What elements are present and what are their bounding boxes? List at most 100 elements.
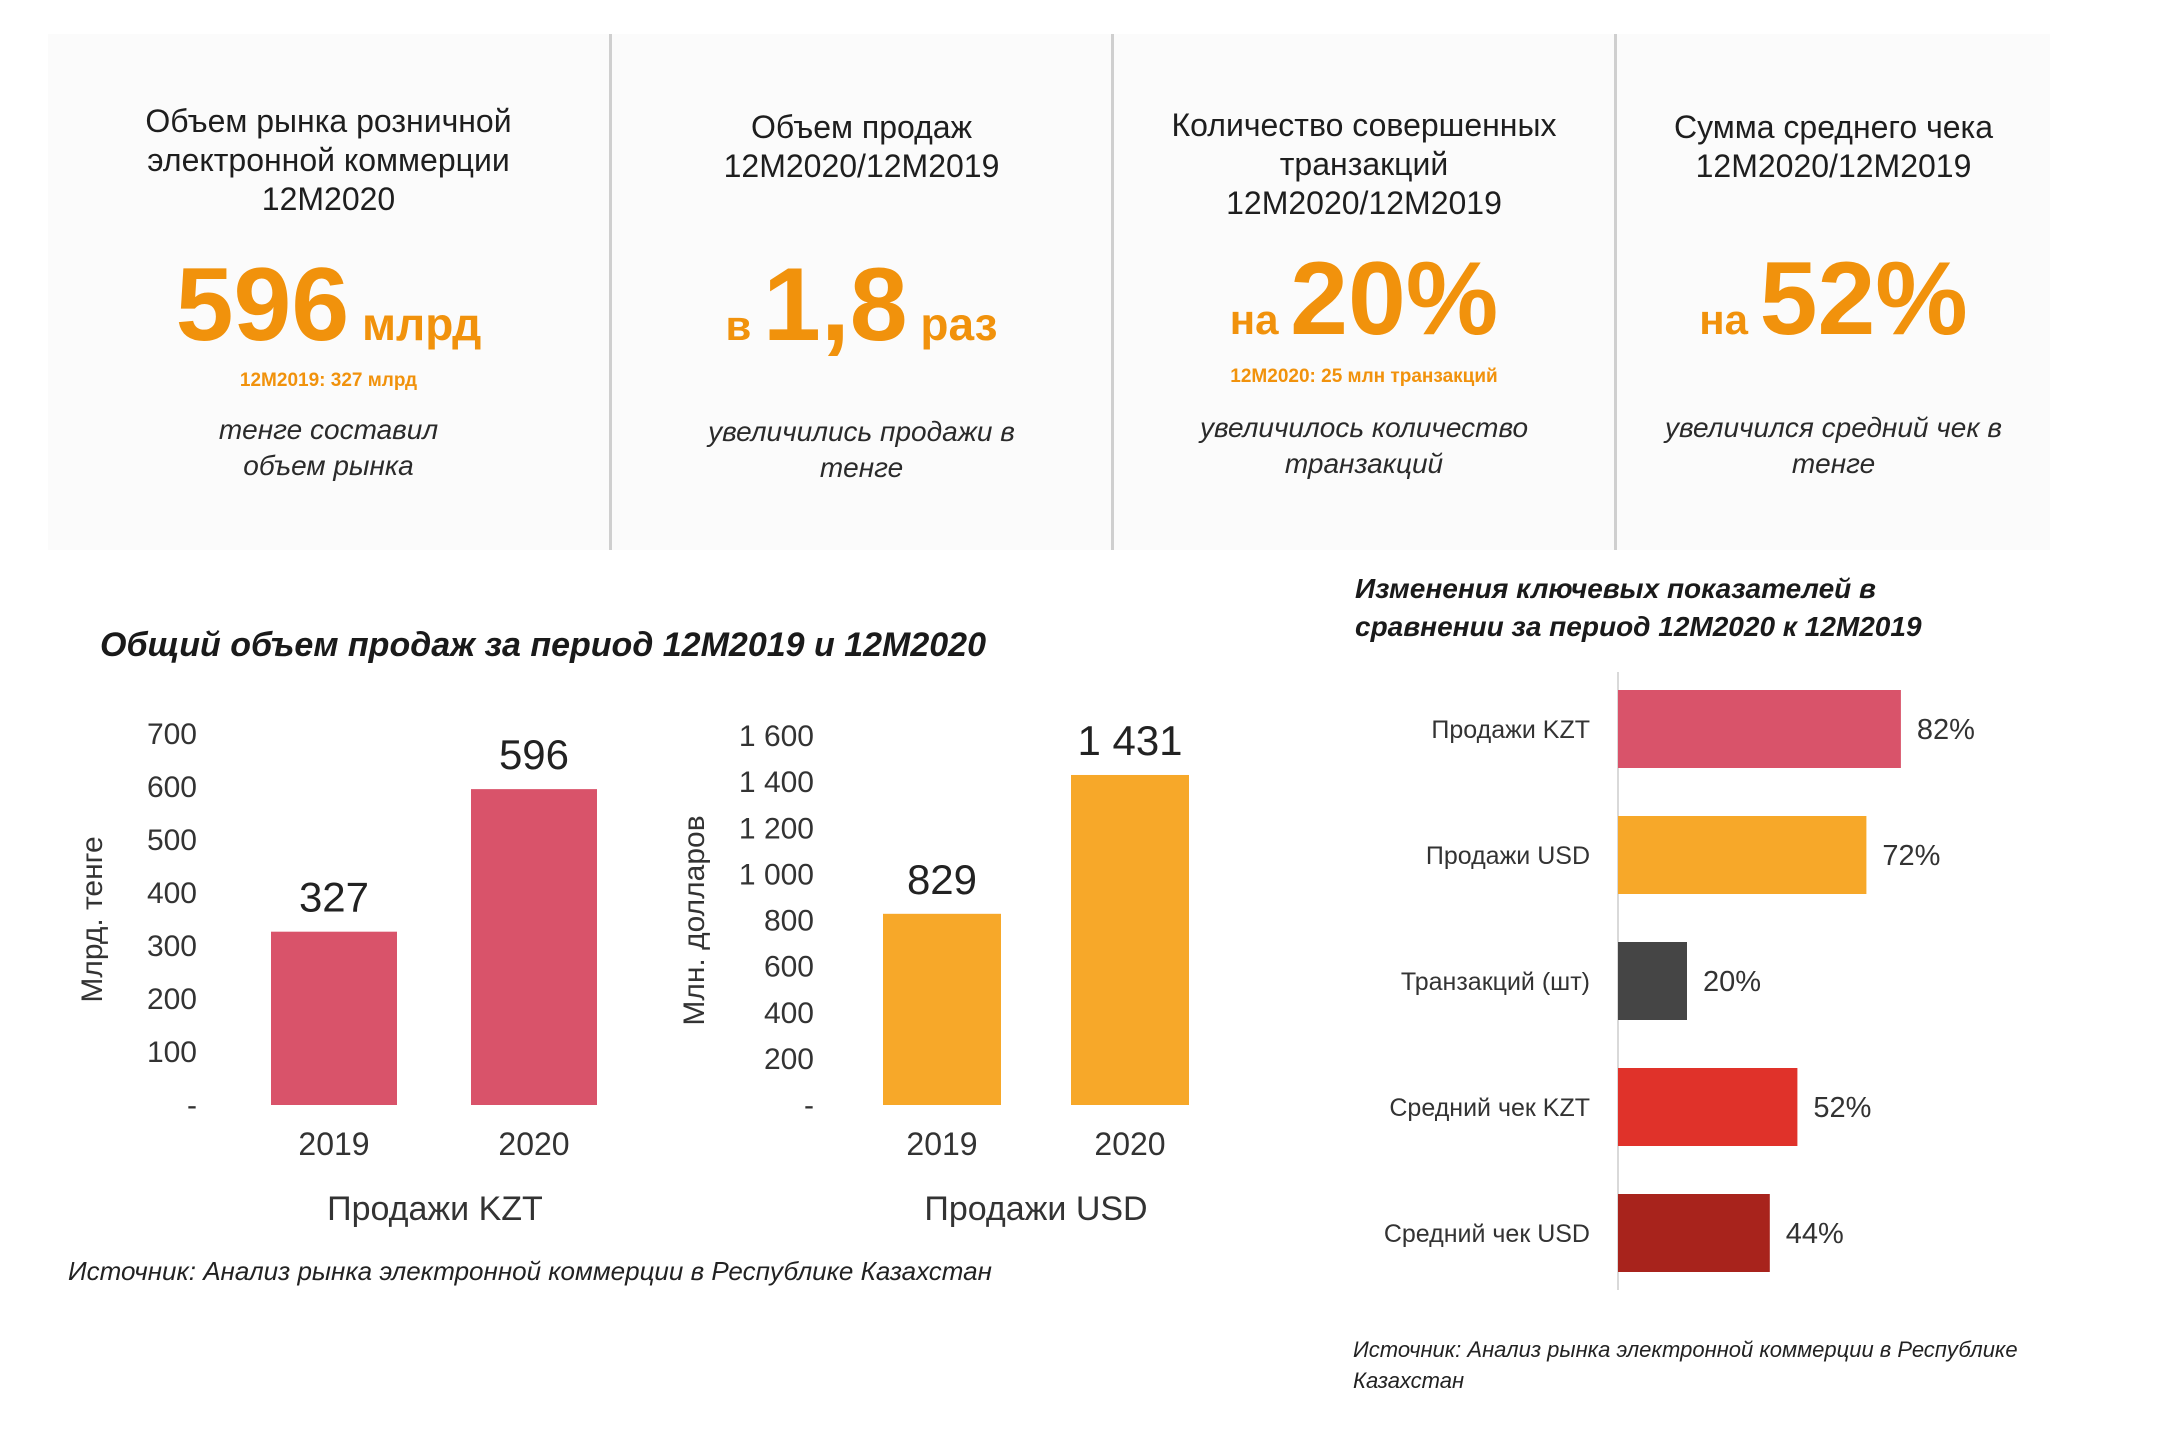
kpi-heading-line: 12M2020/12M2019 — [723, 148, 1000, 184]
kpi-description-line: тенге составил — [218, 414, 439, 445]
x-tick-label: 2020 — [498, 1126, 569, 1162]
kpi-heading-line: транзакций — [1279, 146, 1449, 182]
kpi-note: 12M2019: 327 млрд — [239, 370, 418, 391]
kpi-description-line: транзакций — [1284, 448, 1444, 479]
usd-sales-chart: - 200 400 600 800 1 000 1 200 1 400 1 600 Млн. до… — [678, 717, 1189, 1228]
bar-value-label: 327 — [299, 874, 369, 921]
category-label: Средний чек USD — [1384, 1220, 1590, 1248]
kpi-description-line: объем рынка — [243, 450, 414, 481]
x-axis-label: Продажи USD — [924, 1190, 1147, 1228]
bar-value-label: 1 431 — [1077, 717, 1182, 764]
kzt-sales-chart: - 100 200 300 400 500 600 700 Млрд. тенге 327 2019… — [76, 718, 597, 1228]
kpi-value: на 20% — [1114, 240, 1614, 359]
bar-value-label: 44% — [1786, 1218, 1844, 1250]
kpi-heading-line: Объем рынка розничной — [145, 103, 512, 139]
kpi-transactions: Количество совершенных транзакций 12M202… — [1114, 34, 1614, 550]
kpi-value-prefix: в — [725, 302, 764, 349]
bar-value-label: 82% — [1917, 714, 1975, 746]
bar — [1618, 942, 1687, 1020]
y-tick-label: 400 — [764, 997, 814, 1030]
kpi-value-number: 1,8 — [763, 247, 908, 363]
y-tick-label: 200 — [147, 983, 197, 1016]
y-tick-label: - — [804, 1089, 814, 1122]
bar — [883, 913, 1001, 1105]
changes-source-line: Казахстан — [1353, 1368, 1465, 1393]
kpi-value-number: 596 — [175, 247, 350, 363]
y-axis-label: Млн. долларов — [678, 815, 711, 1025]
y-tick-label: 700 — [147, 718, 197, 751]
y-tick-label: 1 000 — [739, 858, 814, 891]
kpi-description-line: увеличилось количество — [1199, 412, 1529, 443]
kpi-description-line: тенге — [819, 452, 904, 483]
kpi-market-volume: Объем рынка розничной электронной коммер… — [48, 34, 609, 550]
bar — [1071, 774, 1189, 1105]
kpi-value: в 1,8 раз — [612, 246, 1111, 365]
y-tick-label: 600 — [147, 771, 197, 804]
bar — [1618, 1068, 1798, 1146]
bar — [471, 789, 597, 1105]
kpi-average-check: Сумма среднего чека 12M2020/12M2019 на 5… — [1617, 34, 2050, 550]
x-axis-label: Продажи KZT — [327, 1190, 543, 1228]
kpi-value-prefix: на — [1699, 296, 1760, 343]
y-tick-label: 800 — [764, 905, 814, 938]
kpi-heading: Объем рынка розничной электронной коммер… — [48, 102, 609, 219]
kpi-value-unit: млрд — [349, 298, 482, 350]
kpi-description-line: увеличились продажи в — [708, 416, 1015, 447]
bar-value-label: 20% — [1703, 966, 1761, 998]
category-label: Средний чек KZT — [1389, 1094, 1590, 1122]
kpi-divider — [1614, 34, 1617, 550]
sales-source-note: Источник: Анализ рынка электронной комме… — [68, 1256, 992, 1286]
y-tick-label: 200 — [764, 1043, 814, 1076]
category-label: Транзакций (шт) — [1401, 968, 1590, 996]
kpi-divider — [1111, 34, 1114, 550]
bar — [1618, 816, 1867, 894]
kpi-heading-line: 12M2020/12M2019 — [1695, 148, 1972, 184]
y-tick-label: 1 200 — [739, 812, 814, 845]
x-tick-label: 2019 — [298, 1126, 369, 1162]
y-tick-label: 1 400 — [739, 766, 814, 799]
changes-chart-title: Изменения ключевых показателей в сравнен… — [1355, 570, 1922, 646]
changes-chart-title-line: сравнении за период 12M2020 к 12M2019 — [1355, 611, 1922, 642]
kpi-description: увеличились продажи в тенге — [612, 414, 1111, 486]
y-tick-label: 500 — [147, 824, 197, 857]
bar-value-label: 52% — [1813, 1092, 1871, 1124]
category-label: Продажи USD — [1426, 842, 1590, 870]
x-tick-label: 2019 — [906, 1126, 977, 1162]
bar-value-label: 829 — [907, 856, 977, 903]
kpi-description-line: увеличился средний чек в — [1665, 412, 2002, 443]
kpi-heading: Объем продаж 12M2020/12M2019 — [612, 108, 1111, 186]
kpi-heading: Количество совершенных транзакций 12M202… — [1114, 106, 1614, 223]
bar — [1618, 690, 1901, 768]
kpi-description: увеличился средний чек в тенге — [1617, 410, 2050, 482]
kpi-note: 12M2020: 25 млн транзакций — [1230, 366, 1498, 387]
y-tick-label: - — [187, 1089, 197, 1122]
changes-source-line: Источник: Анализ рынка электронной комме… — [1353, 1337, 2018, 1362]
bar-value-label: 596 — [499, 731, 569, 778]
y-tick-label: 400 — [147, 877, 197, 910]
y-tick-label: 1 600 — [739, 720, 814, 753]
kpi-heading-line: 12M2020/12M2019 — [1226, 185, 1502, 221]
y-tick-label: 300 — [147, 930, 197, 963]
y-tick-label: 600 — [764, 951, 814, 984]
kpi-heading-line: Сумма среднего чека — [1673, 109, 1994, 145]
changes-source-note: Источник: Анализ рынка электронной комме… — [1353, 1334, 2018, 1396]
kpi-value: на 52% — [1617, 240, 2050, 359]
kpi-heading-line: 12M2020 — [261, 181, 396, 217]
kpi-heading-line: электронной коммерции — [147, 142, 510, 178]
kpi-value-unit: раз — [907, 298, 998, 350]
kpi-divider — [609, 34, 612, 550]
category-label: Продажи KZT — [1431, 716, 1590, 744]
kpi-value-number: 20% — [1290, 241, 1499, 357]
kpi-value-number: 52% — [1759, 241, 1968, 357]
changes-chart-title-line: Изменения ключевых показателей в — [1355, 573, 1876, 604]
key-indicators-chart: Продажи KZT 82% Продажи USD 72% Транзакций (… — [1384, 672, 1975, 1290]
kpi-value-prefix: на — [1229, 296, 1291, 343]
kpi-heading: Сумма среднего чека 12M2020/12M2019 — [1617, 108, 2050, 186]
y-tick-label: 100 — [147, 1036, 197, 1069]
bar-value-label: 72% — [1882, 840, 1940, 872]
kpi-description: увеличилось количество транзакций — [1114, 410, 1614, 482]
kpi-description: тенге составил объем рынка — [48, 412, 609, 484]
kpi-sales-growth: Объем продаж 12M2020/12M2019 в 1,8 раз у… — [612, 34, 1111, 550]
kpi-heading-line: Количество совершенных — [1171, 107, 1557, 143]
bar — [1618, 1194, 1770, 1272]
